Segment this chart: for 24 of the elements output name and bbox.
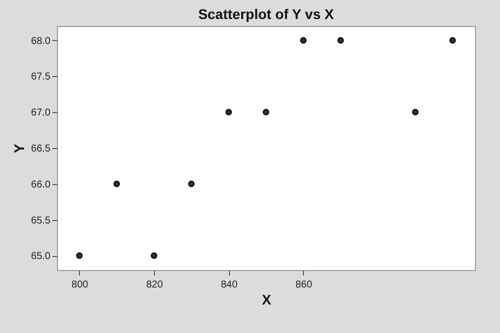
point bbox=[113, 180, 120, 188]
point bbox=[150, 252, 158, 259]
x-tick-label: 800 bbox=[72, 280, 89, 290]
x-tick-label: 820 bbox=[146, 280, 164, 290]
x-tick-label: 840 bbox=[220, 280, 238, 290]
point bbox=[76, 252, 83, 259]
point bbox=[225, 108, 232, 116]
chart-title: Scatterplot of Y vs X bbox=[198, 6, 334, 22]
y-tick-label: 67.5 bbox=[31, 72, 51, 83]
y-tick-label: 66.5 bbox=[31, 144, 51, 154]
y-tick-label: 65.0 bbox=[31, 251, 51, 262]
y-axis-title: Y bbox=[11, 143, 28, 154]
point bbox=[412, 108, 419, 116]
point bbox=[337, 37, 344, 44]
point bbox=[188, 180, 195, 188]
x-tick-label: 860 bbox=[295, 280, 313, 290]
point bbox=[449, 37, 456, 44]
point bbox=[300, 37, 307, 44]
y-tick-label: 66.0 bbox=[31, 179, 51, 190]
y-tick-label: 68.0 bbox=[31, 36, 51, 47]
y-tick-label: 65.5 bbox=[31, 215, 51, 226]
y-tick-label: 67.0 bbox=[31, 108, 51, 119]
x-axis-title: X bbox=[262, 292, 272, 308]
point bbox=[262, 108, 270, 116]
